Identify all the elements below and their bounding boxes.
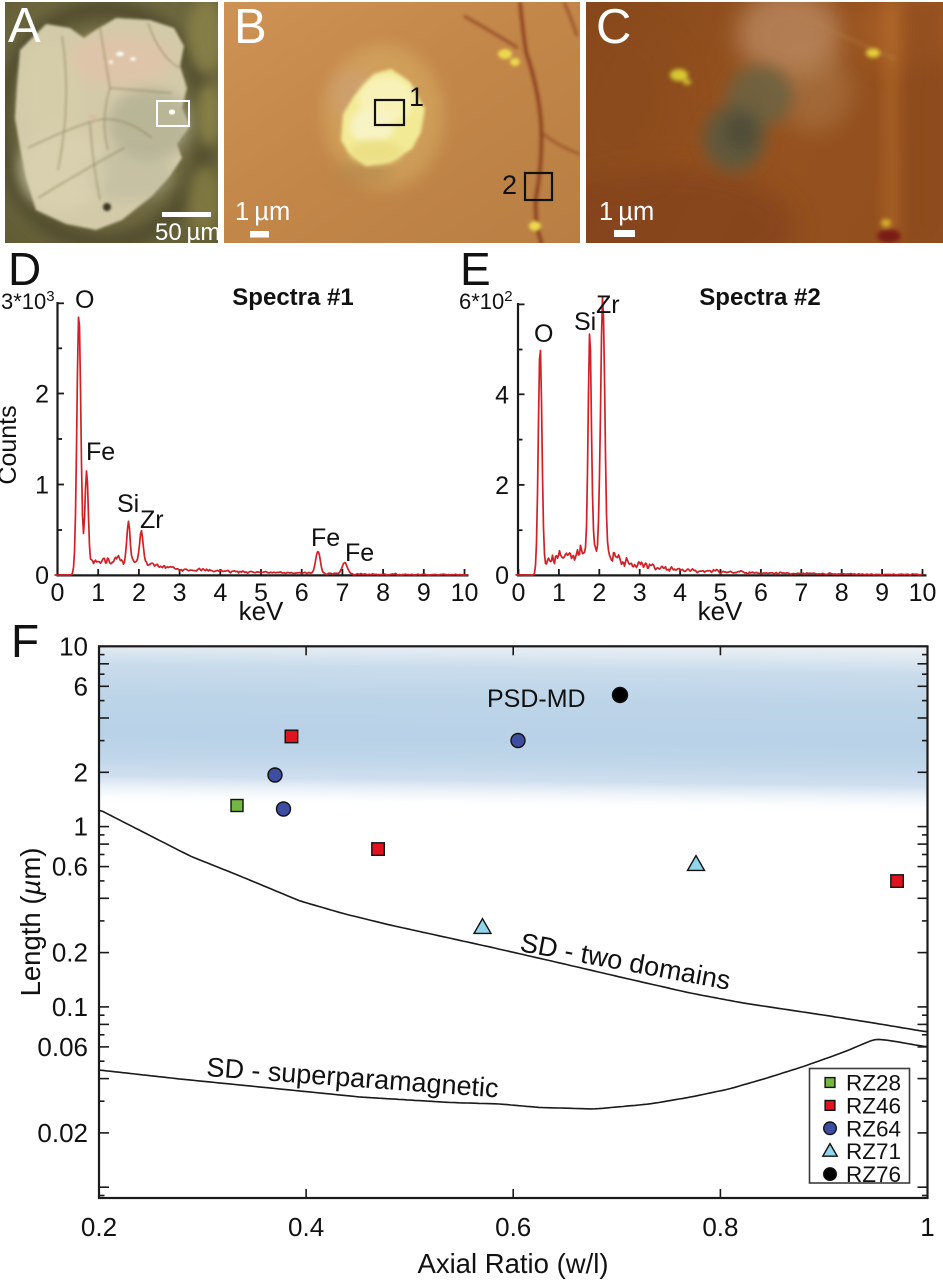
svg-text:B: B <box>234 2 267 54</box>
svg-text:1: 1 <box>409 82 424 112</box>
svg-text:E: E <box>460 243 491 295</box>
svg-text:2: 2 <box>495 472 509 500</box>
svg-text:4: 4 <box>213 579 227 607</box>
svg-text:2: 2 <box>592 579 606 607</box>
svg-text:RZ46: RZ46 <box>846 1093 901 1118</box>
svg-text:Si: Si <box>574 308 596 336</box>
svg-text:Axial Ratio (w/l): Axial Ratio (w/l) <box>417 1248 608 1279</box>
svg-text:3*103: 3*103 <box>1 288 55 314</box>
svg-text:Fe: Fe <box>345 539 374 567</box>
svg-text:RZ71: RZ71 <box>846 1139 901 1164</box>
svg-text:0.02: 0.02 <box>37 1118 88 1148</box>
svg-text:Si: Si <box>117 490 139 518</box>
svg-text:0.8: 0.8 <box>702 1212 738 1242</box>
svg-text:1: 1 <box>74 812 88 842</box>
svg-text:0: 0 <box>35 562 49 590</box>
svg-text:1: 1 <box>91 579 105 607</box>
svg-text:9: 9 <box>875 579 889 607</box>
svg-text:2: 2 <box>35 381 49 409</box>
svg-text:O: O <box>75 286 94 314</box>
svg-text:9: 9 <box>417 579 431 607</box>
svg-text:0: 0 <box>495 562 509 590</box>
svg-text:0.6: 0.6 <box>52 852 88 882</box>
svg-text:0.2: 0.2 <box>81 1212 117 1242</box>
svg-text:6: 6 <box>295 579 309 607</box>
svg-text:10: 10 <box>909 579 937 607</box>
svg-text:5: 5 <box>254 579 268 607</box>
svg-text:50 µm: 50 µm <box>155 219 218 243</box>
svg-text:0.4: 0.4 <box>288 1212 324 1242</box>
svg-text:Zr: Zr <box>140 506 164 534</box>
svg-text:A: A <box>8 2 41 53</box>
svg-text:Length (µm): Length (µm) <box>15 848 46 997</box>
svg-text:1: 1 <box>920 1212 934 1242</box>
svg-text:2: 2 <box>74 757 88 787</box>
svg-text:keV: keV <box>239 596 284 626</box>
svg-text:5: 5 <box>714 579 728 607</box>
svg-text:0.2: 0.2 <box>52 938 88 968</box>
svg-text:RZ28: RZ28 <box>846 1071 901 1096</box>
svg-text:Counts: Counts <box>0 405 22 484</box>
svg-text:RZ64: RZ64 <box>846 1116 901 1141</box>
svg-text:PSD-MD: PSD-MD <box>487 685 586 713</box>
svg-text:2: 2 <box>132 579 146 607</box>
svg-text:3: 3 <box>633 579 647 607</box>
svg-text:C: C <box>596 2 631 54</box>
svg-text:D: D <box>8 243 41 295</box>
svg-text:8: 8 <box>835 579 849 607</box>
svg-text:3: 3 <box>173 579 187 607</box>
svg-text:8: 8 <box>376 579 390 607</box>
svg-text:0: 0 <box>51 579 65 607</box>
svg-text:Zr: Zr <box>596 291 620 319</box>
svg-text:1: 1 <box>35 472 49 500</box>
svg-text:7: 7 <box>335 579 349 607</box>
svg-text:SD - two domains: SD - two domains <box>518 927 733 995</box>
svg-text:10: 10 <box>59 631 88 661</box>
svg-text:0.6: 0.6 <box>495 1212 531 1242</box>
svg-text:0: 0 <box>512 579 526 607</box>
svg-text:1: 1 <box>552 579 566 607</box>
svg-text:7: 7 <box>794 579 808 607</box>
svg-text:2: 2 <box>502 170 517 200</box>
svg-text:0.06: 0.06 <box>37 1032 88 1062</box>
svg-text:RZ76: RZ76 <box>846 1162 901 1187</box>
svg-text:4: 4 <box>495 381 509 409</box>
svg-text:6: 6 <box>754 579 768 607</box>
svg-text:6: 6 <box>74 671 88 701</box>
svg-text:0.1: 0.1 <box>52 992 88 1022</box>
svg-text:Spectra #2: Spectra #2 <box>699 284 820 311</box>
svg-text:Spectra #1: Spectra #1 <box>232 284 353 311</box>
svg-text:F: F <box>11 615 39 667</box>
svg-text:4: 4 <box>673 579 687 607</box>
svg-text:keV: keV <box>698 596 743 626</box>
svg-text:O: O <box>534 320 553 348</box>
svg-text:1 µm: 1 µm <box>235 198 290 226</box>
svg-text:Fe: Fe <box>86 438 115 466</box>
svg-text:6*102: 6*102 <box>459 288 513 314</box>
svg-text:10: 10 <box>451 579 479 607</box>
svg-text:1 µm: 1 µm <box>599 198 654 226</box>
svg-text:Fe: Fe <box>311 524 340 552</box>
